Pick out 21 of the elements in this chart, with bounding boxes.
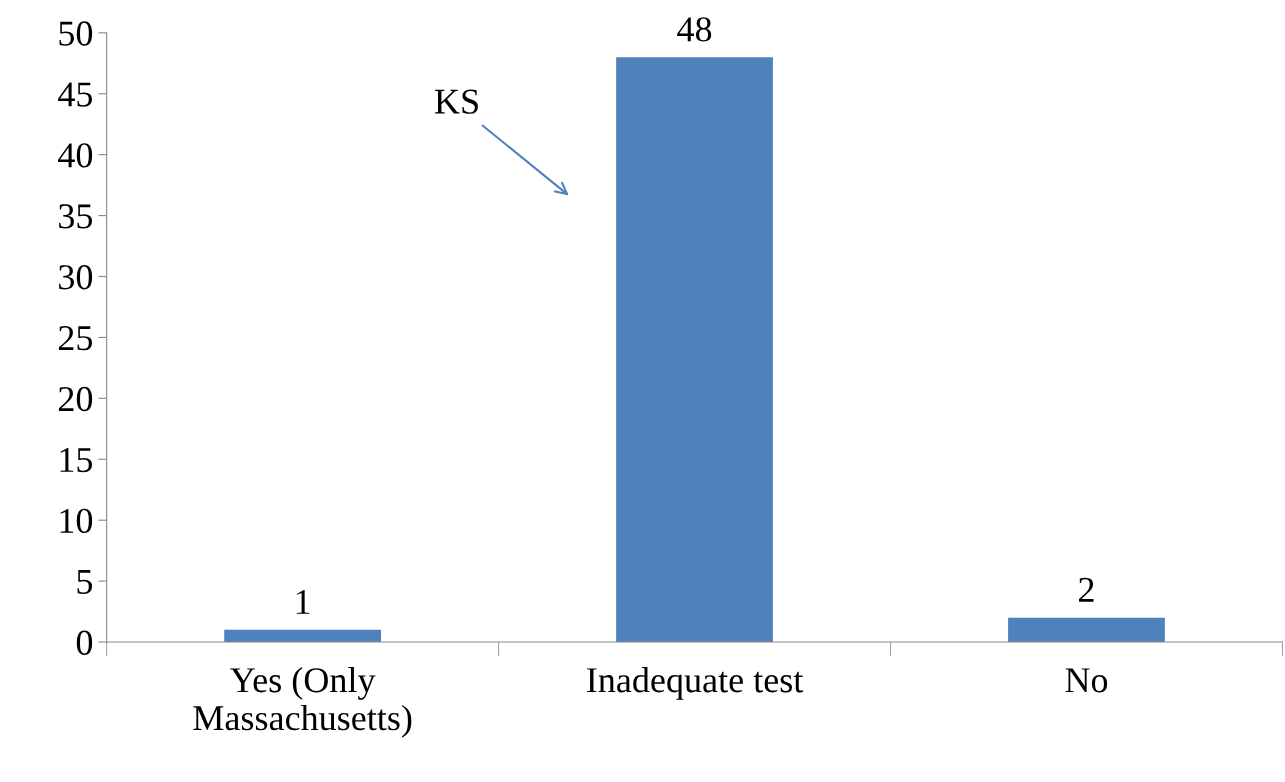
y-tick-label: 30 xyxy=(59,265,93,290)
x-tick-label: No xyxy=(1065,668,1108,693)
data-label: 1 xyxy=(296,589,310,614)
bar xyxy=(616,57,773,643)
bar xyxy=(224,629,381,643)
x-tick-label: Inadequate test xyxy=(587,667,804,700)
data-label: 48 xyxy=(677,17,712,42)
y-tick-label: 5 xyxy=(77,569,93,594)
y-tick-label: 40 xyxy=(58,143,93,168)
y-tick-label: 50 xyxy=(59,21,93,46)
bar xyxy=(1008,617,1165,643)
y-tick-label: 35 xyxy=(59,204,93,229)
y-tick-label: 0 xyxy=(76,630,93,655)
y-tick-label: 10 xyxy=(60,508,93,534)
data-label: 2 xyxy=(1079,577,1094,602)
y-tick-label: 45 xyxy=(58,82,93,107)
y-tick-label: 15 xyxy=(60,447,93,473)
y-tick-label: 20 xyxy=(58,386,93,412)
x-tick-label: Yes (Only Massachusetts) xyxy=(193,667,412,738)
annotation: KS xyxy=(434,89,478,114)
y-tick-label: 25 xyxy=(58,326,93,351)
